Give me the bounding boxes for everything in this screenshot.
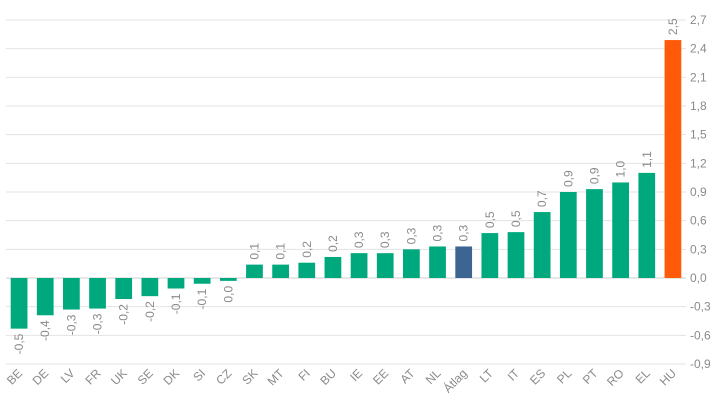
x-category-label: BE: [4, 366, 25, 387]
data-label: 0,1: [274, 243, 288, 260]
bar-pt: [586, 189, 603, 278]
x-category-label: MT: [265, 366, 288, 389]
bar-hu: [664, 40, 682, 278]
data-label: 0,0: [221, 286, 235, 303]
x-category-label: FI: [295, 366, 312, 383]
data-label: 0,1: [247, 243, 261, 260]
data-label: -0,1: [195, 288, 209, 309]
bar-el: [638, 172, 656, 278]
bar-fr: [89, 278, 106, 309]
x-category-label: CZ: [213, 366, 234, 387]
x-category-label: HU: [657, 366, 679, 388]
bar-es: [533, 212, 551, 278]
y-tick-label: 1,5: [690, 128, 707, 142]
data-label: 0,3: [431, 224, 445, 241]
data-labels: -0,5 -0,4 -0,3 -0,3 -0,2 -0,2 -0,1 -0,1 0,0 0,1 0,…: [12, 18, 680, 354]
data-label: 0,9: [561, 170, 575, 187]
data-label: 1,1: [640, 151, 654, 168]
data-label: 0,9: [587, 167, 601, 184]
data-label: -0,3: [64, 314, 78, 335]
data-label: -0,4: [38, 320, 52, 341]
data-label: 0,3: [404, 227, 418, 244]
bar-pl: [559, 192, 577, 278]
bar-ee: [376, 253, 394, 278]
bar-be: [10, 278, 28, 329]
y-tick-label: 0,6: [690, 214, 707, 228]
bar-nl: [429, 246, 446, 278]
bar-lt: [481, 233, 499, 278]
x-category-label: DK: [160, 366, 182, 388]
bar-dk: [167, 278, 185, 289]
data-label: -0,2: [117, 304, 131, 325]
data-label: 0,5: [509, 210, 523, 227]
x-category-label: Átlag: [440, 366, 470, 396]
y-tick-label: 0,3: [690, 242, 707, 256]
x-category-label: DE: [30, 366, 52, 388]
y-tick-label: 1,2: [690, 156, 707, 170]
data-label: 1,0: [614, 160, 628, 177]
x-category-label: AT: [397, 366, 418, 387]
x-category-label: LT: [477, 366, 497, 386]
x-category-label: SE: [135, 366, 156, 387]
x-category-label: PL: [554, 366, 575, 387]
x-category-label: SI: [190, 366, 208, 384]
x-category-label: BU: [317, 366, 339, 388]
bar-bu: [324, 256, 342, 278]
x-category-label: IE: [347, 366, 365, 384]
x-category-label: SK: [239, 366, 260, 387]
bar-at: [403, 249, 420, 278]
data-label: 0,5: [483, 211, 497, 228]
data-label: 0,3: [457, 224, 471, 241]
y-tick-label: 2,7: [690, 13, 707, 27]
data-label: -0,2: [143, 301, 157, 322]
bar-mt: [272, 264, 289, 278]
bar-si: [193, 278, 211, 284]
bar-cz: [219, 278, 237, 281]
bar-se: [141, 278, 159, 297]
y-tick-label: -0,6: [690, 328, 711, 342]
x-category-label: RO: [604, 366, 627, 389]
data-label: 0,2: [300, 241, 314, 258]
x-category-label: FR: [82, 366, 103, 387]
y-tick-label: 2,4: [690, 42, 707, 56]
bars: [10, 40, 682, 329]
bar-ro: [612, 182, 629, 278]
x-category-label: PT: [580, 366, 601, 387]
x-category-label: LV: [58, 366, 78, 386]
bar-ie: [350, 253, 368, 278]
bar-uk: [115, 278, 133, 300]
x-category-label: IT: [505, 366, 523, 384]
data-label: 0,3: [352, 231, 366, 248]
data-label: 0,2: [326, 235, 340, 252]
y-tick-label: 0,0: [690, 271, 707, 285]
y-tick-label: -0,9: [690, 357, 711, 371]
bar-lv: [63, 278, 80, 310]
y-tick-label: 2,1: [690, 70, 707, 84]
bar-fi: [298, 262, 316, 278]
data-label: -0,1: [169, 293, 183, 314]
data-label: 0,7: [535, 190, 549, 207]
y-tick-label: 0,9: [690, 185, 707, 199]
x-category-label: NL: [423, 366, 444, 387]
y-tick-label: -0,3: [690, 300, 711, 314]
bar-átlag: [455, 246, 473, 278]
x-category-label: ES: [527, 366, 548, 387]
y-tick-label: 1,8: [690, 99, 707, 113]
bar-sk: [246, 264, 263, 278]
data-label: 2,5: [666, 18, 680, 35]
x-category-label: UK: [108, 366, 130, 388]
bar-de: [36, 278, 54, 316]
gridlines: [6, 19, 686, 365]
y-axis-ticks: 2,7 2,4 2,1 1,8 1,5 1,2 0,9 0,6 0,3 0,0 -0,3 -0,6 -0…: [690, 13, 711, 371]
data-label: -0,5: [12, 333, 26, 354]
data-label: 0,3: [378, 231, 392, 248]
bar-it: [507, 232, 525, 278]
data-label: -0,3: [91, 313, 105, 334]
x-category-label: EE: [370, 366, 391, 387]
x-category-label: EL: [633, 366, 654, 387]
